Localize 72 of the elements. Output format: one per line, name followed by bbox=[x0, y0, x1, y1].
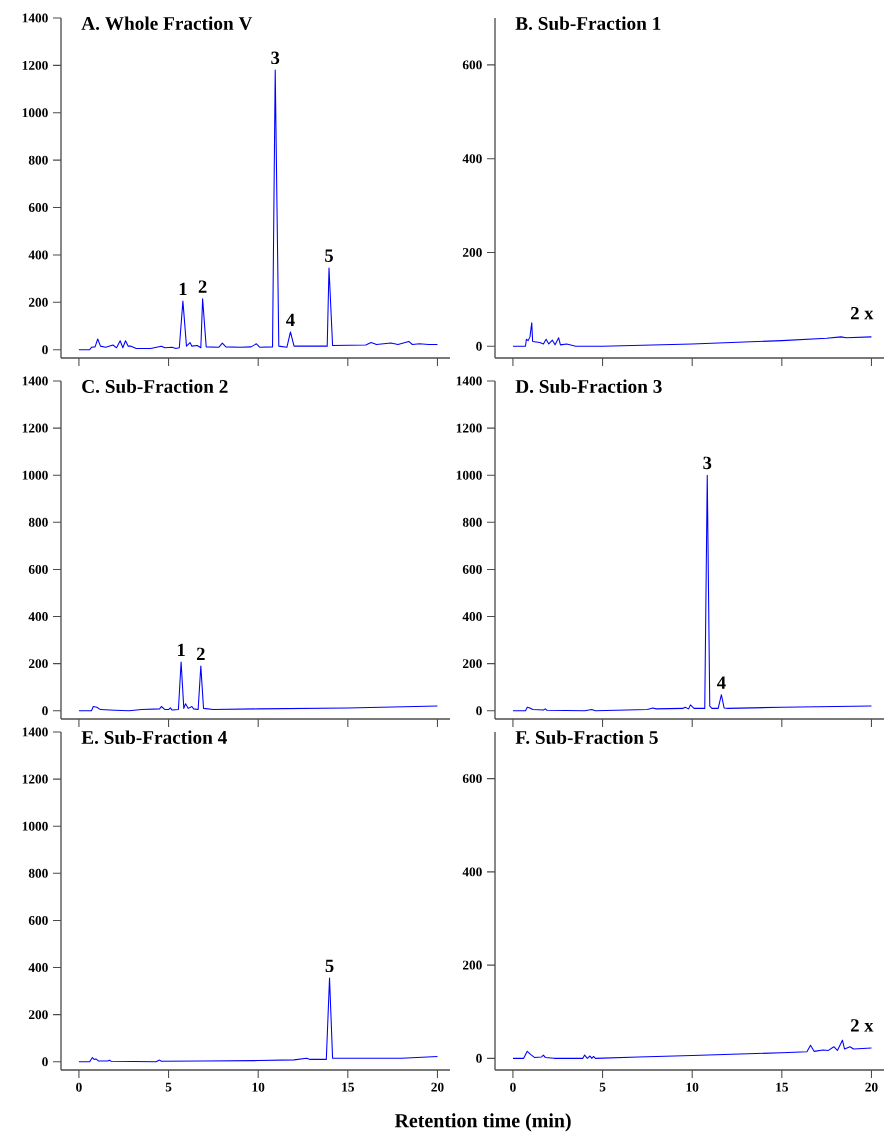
x-tick-label: 0 bbox=[510, 1082, 516, 1092]
line-series bbox=[512, 1039, 872, 1059]
annotation: 2 bbox=[198, 280, 207, 293]
y-tick-label: 200 bbox=[462, 247, 482, 257]
y-tick-label: 1200 bbox=[22, 774, 48, 784]
y-tick-label: 200 bbox=[28, 297, 48, 307]
y-tick-label: 0 bbox=[476, 706, 482, 716]
x-tick-label: 5 bbox=[165, 1082, 172, 1092]
y-tick-label: 1200 bbox=[22, 60, 48, 70]
y-tick-label: 400 bbox=[28, 250, 48, 260]
y-tick-label: 0 bbox=[42, 706, 48, 716]
y-tick-label: 200 bbox=[462, 960, 482, 970]
y-tick-label: 400 bbox=[462, 154, 482, 164]
y-tick-label: 1200 bbox=[22, 423, 48, 433]
annotation: 3 bbox=[271, 51, 280, 65]
annotation: 3 bbox=[703, 456, 712, 470]
y-tick-label: 1400 bbox=[22, 376, 48, 386]
x-tick-label: 5 bbox=[599, 1082, 606, 1092]
annotation: 4 bbox=[717, 676, 726, 689]
y-tick-label: 400 bbox=[462, 867, 482, 877]
chart-title: D. Sub-Fraction 3 bbox=[515, 379, 662, 394]
y-tick-label: 1000 bbox=[456, 470, 482, 480]
annotation: 1 bbox=[177, 643, 185, 656]
chart-title: B. Sub-Fraction 1 bbox=[515, 16, 661, 31]
y-tick-label: 0 bbox=[42, 1057, 48, 1067]
line-series bbox=[512, 474, 872, 712]
y-tick-label: 600 bbox=[462, 60, 482, 70]
x-tick-label: 20 bbox=[865, 1082, 878, 1092]
y-tick-label: 400 bbox=[462, 612, 482, 622]
annotation: 2 bbox=[196, 647, 205, 660]
annotation: 4 bbox=[286, 313, 295, 326]
y-tick-label: 600 bbox=[28, 915, 48, 925]
y-tick-label: 1400 bbox=[22, 727, 48, 737]
y-tick-label: 600 bbox=[462, 564, 482, 574]
x-tick-label: 20 bbox=[431, 1082, 444, 1092]
annotation: 5 bbox=[325, 249, 333, 262]
y-tick-label: 1200 bbox=[456, 423, 482, 433]
line-series bbox=[78, 661, 438, 712]
x-tick-label: 15 bbox=[776, 1082, 788, 1092]
y-tick-label: 800 bbox=[462, 517, 482, 527]
y-tick-label: 0 bbox=[476, 341, 482, 351]
chart-title: A. Whole Fraction V bbox=[81, 16, 253, 31]
y-tick-label: 800 bbox=[28, 868, 48, 878]
chart-title: C. Sub-Fraction 2 bbox=[82, 379, 228, 394]
y-tick-label: 400 bbox=[28, 612, 48, 622]
y-tick-label: 800 bbox=[28, 155, 48, 165]
y-tick-label: 1000 bbox=[22, 470, 48, 480]
annotation: 1 bbox=[179, 282, 187, 296]
x-tick-label: 10 bbox=[686, 1082, 699, 1092]
chart-title: E. Sub-Fraction 4 bbox=[81, 730, 227, 745]
y-tick-label: 800 bbox=[28, 517, 48, 527]
y-tick-label: 200 bbox=[28, 659, 48, 669]
y-tick-label: 1400 bbox=[456, 376, 482, 386]
chart-title: F. Sub-Fraction 5 bbox=[515, 730, 658, 745]
y-tick-label: 0 bbox=[42, 345, 48, 355]
y-tick-label: 1000 bbox=[22, 821, 48, 831]
annotation: 2 x bbox=[851, 1019, 874, 1032]
y-tick-label: 600 bbox=[28, 564, 48, 574]
annotation: 5 bbox=[325, 959, 334, 973]
y-tick-label: 1000 bbox=[22, 108, 48, 118]
annotation: 2 x bbox=[851, 306, 874, 320]
x-tick-label: 15 bbox=[342, 1082, 354, 1092]
y-tick-label: 400 bbox=[28, 963, 48, 973]
y-tick-label: 200 bbox=[462, 659, 482, 669]
x-tick-label: 0 bbox=[76, 1082, 82, 1092]
y-tick-label: 200 bbox=[28, 1010, 48, 1020]
y-tick-label: 600 bbox=[462, 774, 482, 784]
x-tick-label: 10 bbox=[252, 1082, 265, 1092]
y-tick-label: 600 bbox=[28, 203, 48, 213]
y-tick-label: 1400 bbox=[22, 13, 48, 23]
y-tick-label: 0 bbox=[476, 1053, 482, 1063]
x-axis-title: Retention time (min) bbox=[394, 1113, 571, 1132]
